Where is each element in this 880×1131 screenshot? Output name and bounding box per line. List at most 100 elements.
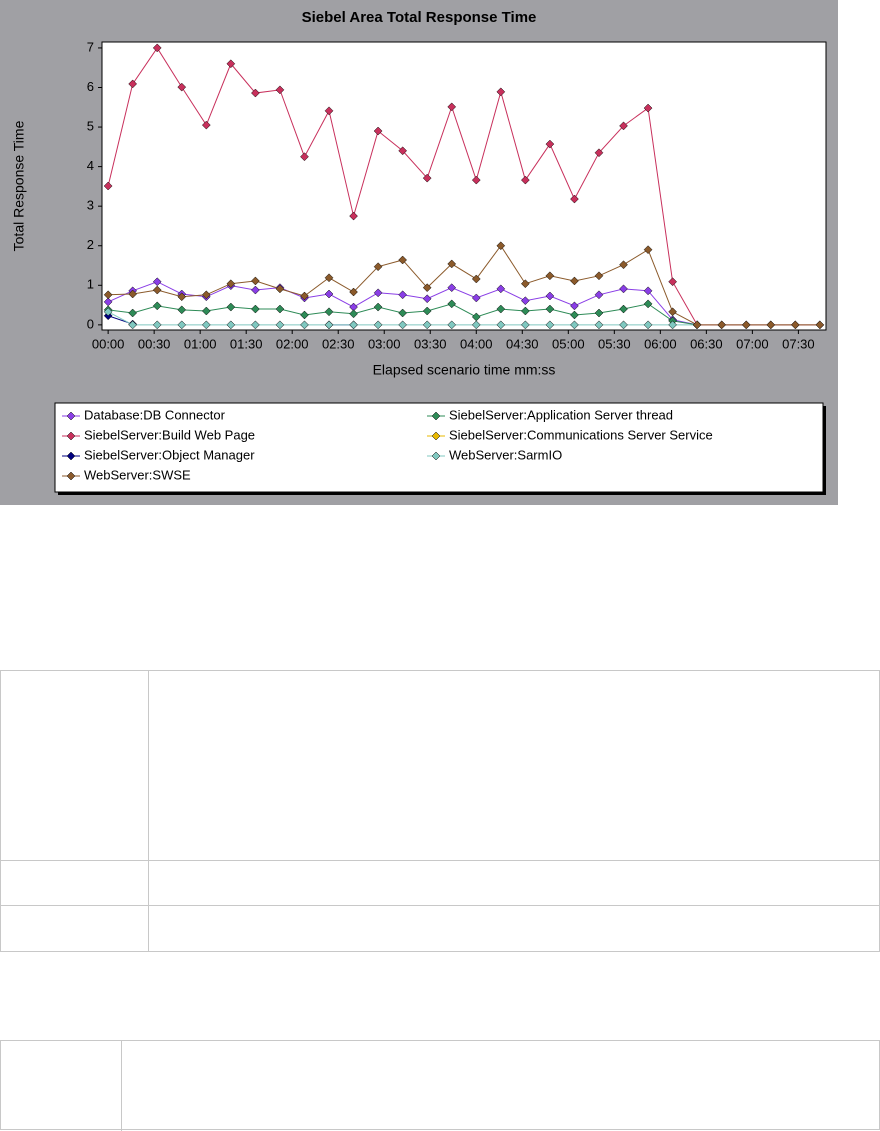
data-point: [594, 290, 604, 300]
data-point: [201, 320, 211, 330]
data-point: [152, 285, 162, 295]
chart: Siebel Area Total Response Time Total Re…: [0, 0, 838, 505]
data-point: [471, 293, 481, 303]
legend-label: SiebelServer:Application Server thread: [449, 407, 673, 422]
table-divider: [121, 1041, 122, 1131]
data-point: [447, 259, 457, 269]
legend-marker: [66, 451, 76, 461]
data-point: [766, 320, 776, 330]
data-point: [422, 294, 432, 304]
data-point: [619, 320, 628, 330]
data-point: [275, 320, 285, 330]
data-point: [226, 320, 236, 330]
data-point: [103, 307, 113, 317]
x-tick-label: 03:00: [368, 336, 401, 351]
data-point: [570, 320, 579, 330]
data-point: [349, 320, 358, 330]
data-point: [349, 211, 358, 221]
data-point: [521, 175, 530, 185]
data-point: [521, 296, 530, 306]
data-point: [790, 320, 800, 330]
table: [0, 670, 880, 952]
data-point: [128, 79, 138, 89]
legend-label: SiebelServer:Object Manager: [84, 447, 255, 462]
data-point: [594, 271, 604, 281]
data-point: [251, 285, 260, 295]
data-point: [128, 308, 138, 318]
data-point: [201, 306, 211, 316]
data-point: [643, 103, 653, 113]
data-point: [275, 284, 285, 294]
x-tick-label: 05:00: [552, 336, 585, 351]
data-point: [398, 290, 407, 300]
data-point: [226, 302, 236, 312]
data-point: [447, 320, 457, 330]
x-tick-label: 00:30: [138, 336, 171, 351]
table-divider: [1, 905, 879, 906]
legend-shadow: [58, 492, 826, 495]
data-point: [619, 284, 628, 294]
data-point: [668, 307, 677, 317]
y-tick-label: 6: [87, 79, 94, 94]
legend-label: Database:DB Connector: [84, 407, 226, 422]
data-point: [373, 320, 383, 330]
data-point: [643, 299, 653, 309]
data-point: [275, 304, 285, 314]
x-tick-label: 07:00: [736, 336, 769, 351]
y-tick-label: 0: [87, 316, 94, 331]
legend-label: WebServer:SWSE: [84, 467, 191, 482]
data-point: [324, 307, 334, 317]
data-point: [496, 304, 506, 314]
y-tick-label: 7: [87, 39, 94, 54]
data-point: [521, 320, 530, 330]
data-point: [471, 274, 481, 284]
data-point: [717, 320, 727, 330]
data-point: [373, 262, 383, 272]
data-point: [201, 290, 211, 300]
data-point: [398, 320, 407, 330]
data-point: [324, 273, 334, 283]
data-point: [373, 126, 383, 136]
y-tick-label: 3: [87, 198, 94, 213]
data-point: [594, 320, 604, 330]
data-point: [815, 320, 825, 330]
y-tick-label: 4: [87, 158, 94, 173]
table-divider: [1, 860, 879, 861]
data-point: [152, 320, 162, 330]
x-tick-label: 03:30: [414, 336, 447, 351]
data-point: [422, 320, 432, 330]
data-point: [177, 82, 187, 92]
y-tick-label: 1: [87, 277, 94, 292]
data-point: [521, 279, 530, 289]
data-point: [471, 320, 481, 330]
y-axis-label: Total Response Time: [11, 120, 27, 251]
data-point: [103, 181, 113, 191]
data-point: [177, 292, 187, 302]
y-tick-label: 2: [87, 237, 94, 252]
x-tick-label: 02:00: [276, 336, 309, 351]
data-point: [398, 308, 407, 318]
data-point: [373, 288, 383, 298]
data-point: [643, 286, 653, 296]
data-point: [128, 289, 138, 299]
data-point: [447, 283, 457, 293]
legend-label: WebServer:SarmIO: [449, 447, 562, 462]
data-point: [275, 85, 285, 95]
data-point: [324, 320, 334, 330]
data-point: [152, 301, 162, 311]
plot-area: [101, 41, 827, 331]
data-point: [570, 301, 579, 311]
table-divider: [148, 671, 149, 951]
data-point: [300, 152, 309, 162]
x-tick-label: 04:00: [460, 336, 493, 351]
data-point: [643, 320, 653, 330]
data-point: [496, 241, 506, 251]
data-point: [545, 291, 555, 301]
x-tick-label: 00:00: [92, 336, 125, 351]
data-point: [300, 310, 309, 320]
data-point: [619, 304, 628, 314]
data-point: [226, 279, 236, 289]
legend: [54, 402, 824, 493]
data-point: [398, 255, 407, 265]
data-point: [471, 175, 481, 185]
